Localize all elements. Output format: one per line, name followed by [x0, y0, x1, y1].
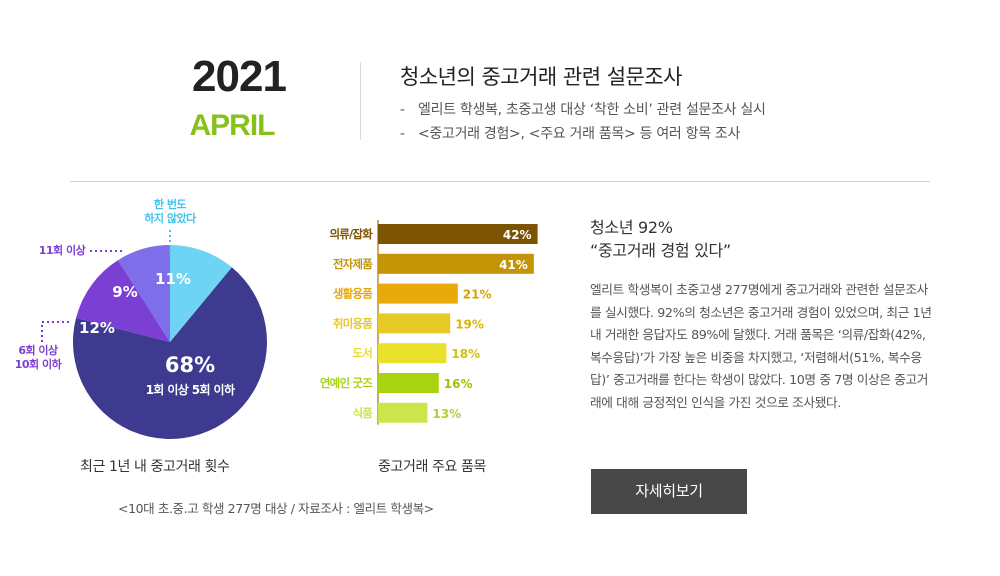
bullet-text: <중고거래 경험>, <주요 거래 품목> 등 여러 항목 조사: [418, 126, 741, 142]
bar-category-label: 생활용품: [333, 287, 373, 301]
summary-heading-line: 청소년 92%: [590, 218, 673, 237]
bar-category-label: 도서: [352, 346, 372, 360]
more-button[interactable]: 자세히보기: [591, 469, 747, 514]
callout-label-never: 한 번도: [154, 197, 187, 211]
survey-title: 청소년의 중고거래 관련 설문조사: [400, 65, 683, 89]
pie-slice-label: 11%: [155, 270, 191, 288]
survey-month: APRIL: [189, 109, 276, 142]
callout-label-6-10: 10회 이하: [15, 357, 63, 371]
pie-slice: [118, 245, 170, 342]
section-divider: [70, 181, 930, 182]
callout-label-6-10: 6회 이상: [18, 343, 58, 357]
summary-body: 엘리트 학생복이 초중고생 277명에게 중고거래와 관련한 설문조사를 실시했…: [590, 282, 932, 410]
bar-chart-caption: 중고거래 주요 품목: [378, 459, 486, 475]
bar-category-label: 전자제품: [333, 257, 373, 271]
bullet-item: - <중고거래 경험>, <주요 거래 품목> 등 여러 항목 조사: [400, 126, 741, 142]
bar: [378, 253, 534, 274]
pie-slice-label: 68%: [165, 353, 215, 377]
bar: [378, 224, 538, 244]
bullet-item: - 엘리트 학생복, 초중고생 대상 ‘착한 소비’ 관련 설문조사 실시: [400, 102, 766, 118]
header-divider: [360, 62, 361, 140]
survey-year: 2021: [192, 52, 287, 101]
bullet-text: 엘리트 학생복, 초중고생 대상 ‘착한 소비’ 관련 설문조사 실시: [418, 102, 766, 118]
bar-value-label: 19%: [455, 317, 484, 331]
pie-slice: [76, 260, 170, 342]
bar-category-label: 의류/잡화: [329, 227, 373, 241]
bar: [378, 283, 458, 304]
source-note: <10대 초.중.고 학생 277명 대상 / 자료조사 : 엘리트 학생복>: [118, 501, 434, 516]
bar-value-label: 42%: [503, 228, 532, 242]
callout-label-11-plus: 11회 이상: [39, 243, 86, 257]
bar: [378, 373, 439, 393]
pie-slice-label: 9%: [112, 283, 137, 301]
bar: [378, 402, 428, 423]
survey-bullets: - 엘리트 학생복, 초중고생 대상 ‘착한 소비’ 관련 설문조사 실시 - <중…: [400, 99, 766, 147]
summary-heading: 청소년 92% “중고거래 경험 있다”: [590, 216, 731, 262]
pie-slice-category: 1회 이상 5회 이하: [146, 382, 235, 397]
bar-category-label: 취미용품: [333, 316, 373, 330]
bar-value-label: 21%: [463, 288, 492, 302]
pie-slice-label: 12%: [79, 319, 115, 337]
pie-slice: [170, 245, 232, 342]
pie-slice: [73, 267, 267, 439]
bar-value-label: 41%: [499, 258, 528, 272]
pie-chart-caption: 최근 1년 내 중고거래 횟수: [80, 459, 230, 475]
bar: [378, 313, 451, 334]
callout-label-never: 하지 않았다: [144, 211, 197, 225]
bar-category-label: 식품: [352, 406, 373, 420]
bar: [378, 343, 447, 364]
bar-category-label: 연예인 굿즈: [320, 376, 373, 390]
bar-value-label: 13%: [432, 407, 461, 421]
summary-heading-line: “중고거래 경험 있다”: [590, 241, 731, 260]
bar-value-label: 16%: [444, 377, 473, 391]
callout-line-6-10: [41, 321, 72, 342]
bar-value-label: 18%: [451, 347, 480, 361]
